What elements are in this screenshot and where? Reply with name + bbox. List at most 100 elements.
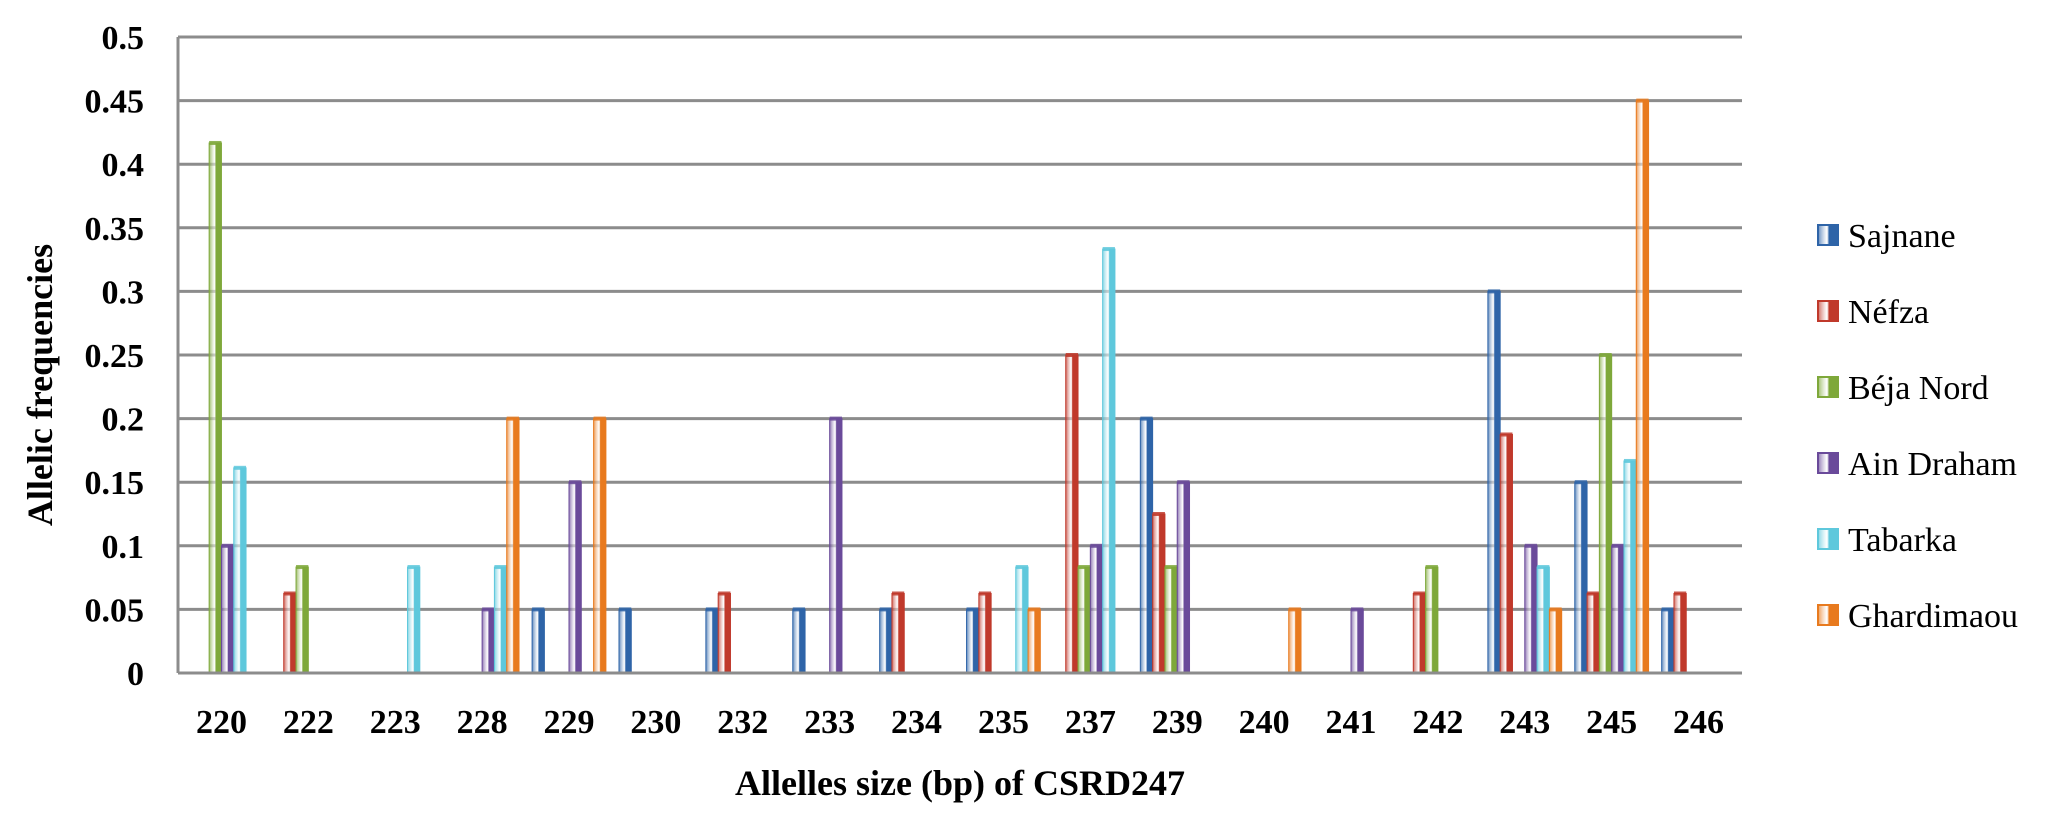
bar-cap <box>1537 565 1550 570</box>
bar-cap <box>569 480 582 485</box>
legend-swatch <box>1817 300 1839 322</box>
legend-item: Tabarka <box>1817 522 1957 559</box>
legend-item: Ghardimaou <box>1817 598 2018 635</box>
bar-cap <box>1351 607 1364 612</box>
y-tick-label: 0.15 <box>85 465 145 502</box>
bar-cap <box>966 607 979 612</box>
bar <box>966 608 980 674</box>
bar-cap <box>1164 565 1178 570</box>
bar <box>717 593 731 674</box>
bar <box>1102 248 1116 674</box>
x-tick-label: 230 <box>630 704 681 741</box>
bar-cap <box>1177 480 1190 485</box>
y-tick-label: 0.4 <box>102 147 145 184</box>
bar-cap <box>1078 565 1091 570</box>
legend-label: Ain Draham <box>1848 446 2017 483</box>
bar <box>705 608 719 674</box>
bar <box>506 418 520 674</box>
bar <box>1487 290 1501 674</box>
bar <box>1350 608 1364 674</box>
bar <box>1164 566 1178 674</box>
x-tick-label: 220 <box>196 704 247 741</box>
x-tick-label: 242 <box>1412 704 1463 741</box>
bar <box>1015 566 1029 674</box>
bar-cap <box>879 607 892 612</box>
bar-cap <box>1500 432 1513 437</box>
bar-cap <box>296 565 309 570</box>
legend-label: Ghardimaou <box>1848 598 2018 635</box>
x-tick-label: 239 <box>1152 704 1203 741</box>
bar-cap <box>1549 607 1562 612</box>
bars <box>208 98 1687 674</box>
x-tick-label: 222 <box>283 704 334 741</box>
x-tick-label: 228 <box>457 704 508 741</box>
bar <box>481 608 495 674</box>
bar-cap <box>1661 607 1674 612</box>
bar <box>233 467 247 674</box>
bar-cap <box>829 416 842 421</box>
bar <box>1089 545 1104 674</box>
bar <box>1499 434 1513 674</box>
bar <box>1635 100 1650 674</box>
bar <box>1176 481 1191 674</box>
bar-cap <box>618 607 632 612</box>
bar <box>978 593 992 674</box>
y-axis-title: Allelic frequencies <box>20 244 60 526</box>
bar-cap <box>482 607 495 612</box>
bar <box>792 608 806 674</box>
bar-cap <box>209 140 222 145</box>
bar <box>1139 418 1154 674</box>
bar-cap <box>221 543 234 548</box>
legend-swatch <box>1817 604 1839 626</box>
axes <box>176 37 1742 675</box>
legend-swatch <box>1817 528 1839 550</box>
bar <box>593 418 607 674</box>
bar <box>618 608 632 674</box>
y-tick-label: 0.05 <box>85 592 145 629</box>
bar <box>1673 593 1687 674</box>
bar-cap <box>1574 480 1588 485</box>
bar-cap <box>1065 353 1079 357</box>
x-tick-label: 237 <box>1065 704 1116 741</box>
bar-cap <box>1015 565 1029 570</box>
legend-label: Tabarka <box>1848 522 1957 559</box>
legend: Sajnane Néfza Béja Nord Ain Draham Tabarka Gh… <box>1817 218 2018 635</box>
bar-cap <box>891 591 905 596</box>
y-tick-labels: 0 0.05 0.1 0.15 0.2 0.25 0.3 0.35 0.4 0.45 0.5 <box>85 20 145 693</box>
bar-cap <box>1599 353 1612 357</box>
bar <box>407 566 421 674</box>
bar <box>1524 545 1538 674</box>
legend-item: Sajnane <box>1817 218 1956 255</box>
bar <box>220 545 235 674</box>
y-tick-label: 0.35 <box>85 211 145 248</box>
y-tick-label: 0.1 <box>102 529 145 566</box>
bar-cap <box>1152 512 1165 516</box>
bar-cap <box>705 607 719 612</box>
bar-cap <box>1673 591 1687 596</box>
y-tick-label: 0.2 <box>102 402 145 439</box>
y-tick-label: 0 <box>127 656 144 693</box>
bar <box>891 593 905 674</box>
y-tick-label: 0.45 <box>85 84 145 121</box>
legend-label: Néfza <box>1848 294 1929 331</box>
x-tick-label: 229 <box>544 704 595 741</box>
bar-cap <box>1288 607 1302 612</box>
bar-cap <box>506 416 520 421</box>
bar-cap <box>1090 543 1103 548</box>
bar <box>1611 545 1625 674</box>
bar <box>1152 513 1166 674</box>
legend-swatch <box>1817 452 1839 474</box>
bar <box>1623 460 1637 674</box>
x-tick-label: 246 <box>1673 704 1724 741</box>
bar <box>295 566 309 674</box>
x-tick-label: 245 <box>1586 704 1637 741</box>
bar-cap <box>1524 543 1538 548</box>
bar-cap <box>718 591 731 596</box>
y-tick-label: 0.25 <box>85 338 145 375</box>
bar <box>1574 481 1588 674</box>
y-tick-label: 0.3 <box>102 274 145 311</box>
bar <box>1661 608 1675 674</box>
bar-cap <box>1587 591 1600 596</box>
